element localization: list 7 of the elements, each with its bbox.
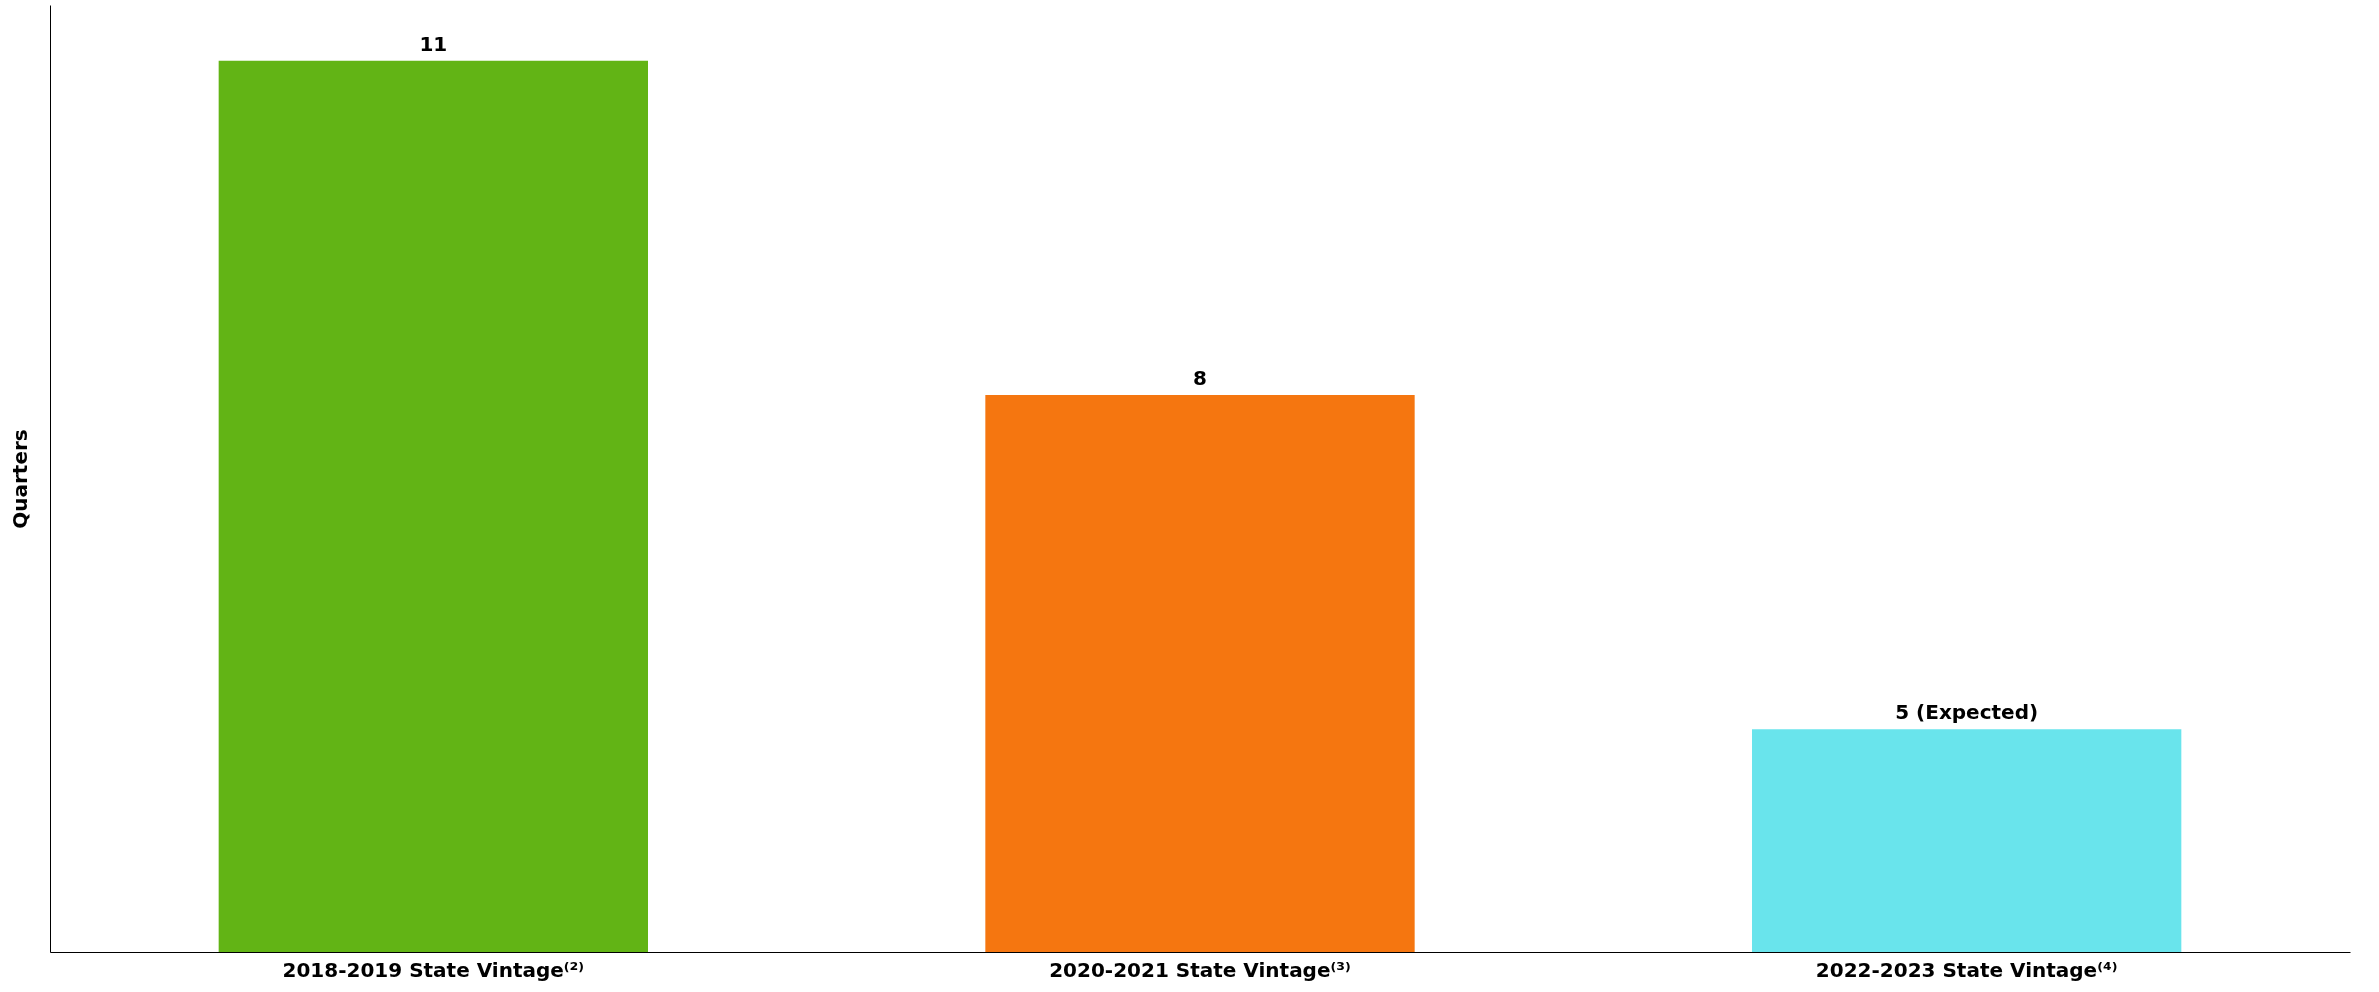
data-label: 8 bbox=[1193, 365, 1207, 390]
x-tick-label: 2020-2021 State Vintage⁽³⁾ bbox=[1049, 957, 1351, 982]
y-axis-title: Quarters bbox=[7, 429, 32, 529]
x-tick-label: 2018-2019 State Vintage⁽²⁾ bbox=[282, 957, 585, 982]
data-label: 11 bbox=[419, 31, 448, 56]
data-label: 5 (Expected) bbox=[1895, 700, 2039, 725]
x-tick-label: 2022-2023 State Vintage⁽⁴⁾ bbox=[1815, 957, 2118, 982]
